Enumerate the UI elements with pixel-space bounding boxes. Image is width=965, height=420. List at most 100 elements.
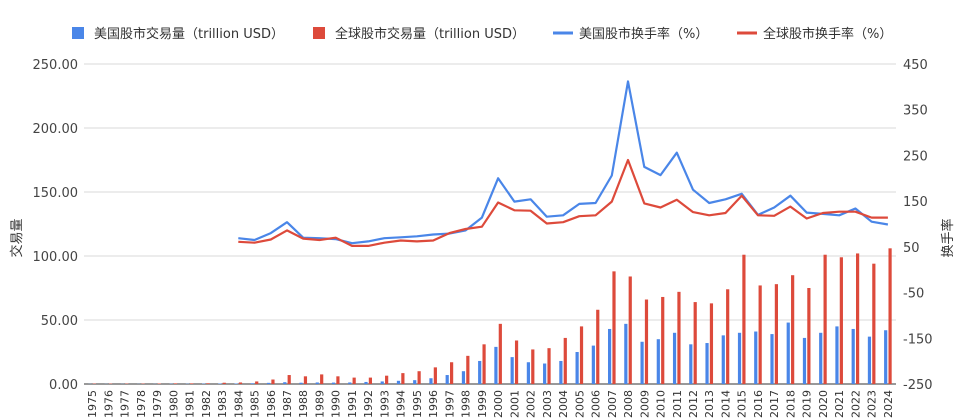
bar-global-volume: [547, 348, 551, 384]
bar-global-volume: [385, 375, 389, 384]
bar-global-volume: [661, 296, 665, 384]
bar-us-volume: [737, 332, 742, 384]
bar-global-volume: [742, 254, 746, 384]
legend-swatch-us-volume: [72, 27, 84, 39]
line-global-turnover: [238, 158, 888, 247]
bar-global-volume: [531, 349, 535, 384]
legend-swatch-global-volume: [313, 27, 325, 39]
bar-us-volume: [705, 343, 709, 384]
x-tick-label: 2021: [833, 390, 846, 418]
bar-us-volume: [884, 330, 888, 384]
legend-label-us-turnover: 美国股市换手率（%）: [579, 26, 708, 42]
bar-global-volume: [433, 367, 437, 384]
bar-global-volume: [514, 340, 519, 384]
bar-us-volume: [478, 360, 482, 384]
bar-us-volume: [266, 382, 271, 384]
x-tick-label: 1999: [476, 390, 489, 418]
x-tick-label: 2009: [638, 390, 651, 418]
bar-us-volume: [591, 345, 595, 384]
x-tick-label: 1988: [297, 390, 310, 418]
left-tick-label: 200.00: [33, 122, 79, 137]
x-tick-label: 1986: [265, 390, 278, 418]
x-tick-label: 2020: [817, 390, 830, 418]
x-tick-label: 1976: [102, 390, 115, 418]
right-tick-label: -50: [903, 287, 924, 302]
x-tick-label: 2001: [508, 390, 521, 418]
left-tick-label: 100.00: [33, 250, 79, 265]
line-us-turnover: [238, 80, 889, 245]
bar-us-volume: [234, 383, 238, 384]
bar-global-volume: [303, 376, 308, 384]
bar-us-volume: [283, 382, 287, 384]
bar-global-volume: [709, 303, 714, 384]
x-tick-label: 2003: [541, 390, 554, 418]
bar-global-volume: [579, 326, 584, 384]
bar-us-volume: [364, 381, 368, 384]
bar-global-volume: [758, 285, 762, 384]
x-tick-label: 2004: [557, 390, 570, 418]
left-axis-ticks: 0.00 50.00 100.00 150.00 200.00 250.00: [33, 58, 79, 393]
bar-us-volume: [315, 382, 319, 384]
bar-global-volume: [222, 382, 226, 384]
left-axis-title: 交易量: [9, 218, 25, 257]
right-tick-label: 250: [903, 149, 928, 164]
bar-global-volume: [450, 362, 454, 384]
x-tick-label: 2007: [606, 390, 619, 418]
bar-global-volume: [628, 276, 632, 384]
x-tick-label: 2015: [736, 390, 749, 418]
x-tick-label: 2023: [866, 390, 879, 418]
x-tick-label: 1977: [119, 390, 132, 418]
bar-global-volume: [823, 254, 827, 384]
x-tick-label: 1990: [330, 390, 343, 418]
gridlines: [84, 63, 896, 385]
bar-us-volume: [624, 323, 628, 384]
bar-global-volume: [352, 377, 356, 384]
right-tick-label: 350: [903, 104, 928, 119]
bar-us-volume: [672, 332, 677, 384]
bar-us-volume: [786, 322, 790, 384]
bar-global-volume: [336, 376, 340, 384]
x-tick-label: 1993: [378, 390, 391, 418]
x-tick-label: 1981: [184, 390, 197, 418]
bar-us-volume: [218, 383, 222, 384]
bar-global-volume: [190, 383, 194, 384]
bar-us-volume: [689, 344, 693, 384]
x-tick-label: 2018: [784, 390, 797, 418]
bar-us-volume: [413, 380, 417, 384]
bar-global-volume: [856, 253, 860, 384]
bar-global-volume: [206, 383, 210, 384]
x-tick-label: 1991: [346, 390, 359, 418]
legend: 美国股市交易量（trillion USD） 全球股市交易量（trillion U…: [72, 26, 892, 42]
bar-us-volume: [526, 362, 530, 384]
bar-us-volume: [608, 328, 612, 384]
bar-us-volume: [851, 328, 855, 384]
right-axis-title: 换手率: [940, 218, 956, 257]
bar-global-volume: [482, 344, 486, 384]
x-tick-label: 1985: [249, 390, 262, 418]
x-tick-label: 2002: [525, 390, 538, 418]
x-tick-label: 1989: [313, 390, 326, 418]
bar-global-volume: [693, 302, 697, 384]
bar-us-volume: [510, 357, 514, 384]
bar-global-volume: [255, 381, 259, 384]
bar-global-volume: [417, 371, 421, 384]
x-tick-label: 2006: [590, 390, 603, 418]
bar-us-volume: [396, 380, 401, 384]
legend-label-global-volume: 全球股市交易量（trillion USD）: [335, 26, 525, 42]
bar-us-volume: [494, 346, 498, 384]
x-tick-label: 2022: [849, 390, 862, 418]
x-tick-label: 2005: [573, 390, 586, 418]
bar-global-volume: [368, 377, 372, 384]
bar-global-volume: [888, 248, 892, 384]
bar-global-volume: [644, 299, 649, 384]
x-tick-label: 2017: [768, 390, 781, 418]
bar-global-volume: [157, 383, 161, 384]
left-tick-label: 150.00: [33, 186, 79, 201]
bar-us-volume: [802, 337, 807, 384]
bar-global-volume: [872, 263, 876, 384]
bar-global-volume: [677, 291, 681, 384]
bar-us-volume: [445, 375, 449, 384]
x-tick-label: 1994: [395, 390, 408, 418]
bar-global-volume: [774, 284, 778, 384]
